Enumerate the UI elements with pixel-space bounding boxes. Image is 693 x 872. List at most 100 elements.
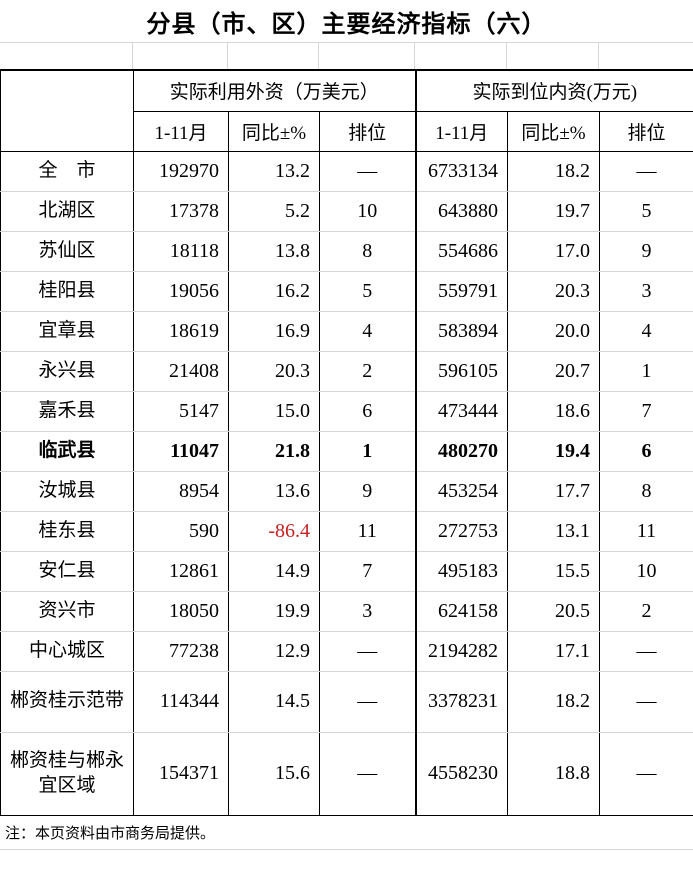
table-row: 嘉禾县 5147 15.0 6 473444 18.6 7 xyxy=(0,391,693,432)
cell-dom-rank: — xyxy=(598,671,693,733)
spacer-cell xyxy=(228,43,319,69)
cell-dom-yoy: 19.4 xyxy=(507,431,600,472)
cell-dom-yoy: 17.1 xyxy=(507,631,600,672)
cell-fdi-value: 5147 xyxy=(133,391,229,432)
subheader-fdi-period: 1-11月 xyxy=(133,111,229,152)
cell-region-name: 资兴市 xyxy=(0,591,134,632)
cell-fdi-yoy: 15.0 xyxy=(228,391,320,432)
cell-dom-rank: 3 xyxy=(598,271,693,312)
cell-fdi-yoy: -86.4 xyxy=(228,511,320,552)
cell-fdi-value: 18050 xyxy=(133,591,229,632)
cell-fdi-value: 19056 xyxy=(133,271,229,312)
cell-fdi-yoy: 16.9 xyxy=(228,311,320,352)
cell-dom-value: 4558230 xyxy=(414,732,508,815)
cell-dom-yoy: 17.7 xyxy=(507,471,600,512)
col-group-domestic-capital: 实际到位内资(万元) xyxy=(414,70,693,112)
cell-dom-yoy: 17.0 xyxy=(507,231,600,272)
spacer-cell xyxy=(415,43,507,69)
cell-fdi-value: 8954 xyxy=(133,471,229,512)
cell-fdi-value: 154371 xyxy=(133,732,229,815)
cell-dom-rank: 2 xyxy=(598,591,693,632)
cell-region-name: 苏仙区 xyxy=(0,231,134,272)
cell-fdi-rank: 5 xyxy=(319,271,416,312)
cell-dom-rank: 1 xyxy=(598,351,693,392)
cell-dom-yoy: 20.0 xyxy=(507,311,600,352)
cell-fdi-yoy: 12.9 xyxy=(228,631,320,672)
cell-fdi-rank: 6 xyxy=(319,391,416,432)
table-row: 汝城县 8954 13.6 9 453254 17.7 8 xyxy=(0,471,693,512)
cell-fdi-value: 12861 xyxy=(133,551,229,592)
spacer-row xyxy=(0,43,693,69)
cell-region-name: 嘉禾县 xyxy=(0,391,134,432)
cell-dom-value: 480270 xyxy=(414,431,508,472)
cell-fdi-rank: 9 xyxy=(319,471,416,512)
cell-fdi-rank: 2 xyxy=(319,351,416,392)
col-group-foreign-capital: 实际利用外资（万美元） xyxy=(133,70,416,112)
table-row: 临武县 11047 21.8 1 480270 19.4 6 xyxy=(0,431,693,472)
subheader-fdi-yoy: 同比±% xyxy=(228,111,320,152)
cell-fdi-rank: 11 xyxy=(319,511,416,552)
cell-region-name: 永兴县 xyxy=(0,351,134,392)
cell-dom-rank: — xyxy=(598,151,693,192)
cell-region-name: 临武县 xyxy=(0,431,134,472)
cell-fdi-rank: 3 xyxy=(319,591,416,632)
cell-dom-value: 643880 xyxy=(414,191,508,232)
cell-dom-value: 559791 xyxy=(414,271,508,312)
table-row: 北湖区 17378 5.2 10 643880 19.7 5 xyxy=(0,191,693,232)
cell-fdi-yoy: 19.9 xyxy=(228,591,320,632)
subheader-fdi-rank: 排位 xyxy=(319,111,416,152)
cell-fdi-value: 11047 xyxy=(133,431,229,472)
table-row: 苏仙区 18118 13.8 8 554686 17.0 9 xyxy=(0,231,693,272)
table-row: 宜章县 18619 16.9 4 583894 20.0 4 xyxy=(0,311,693,352)
table-row: 全 市 192970 13.2 — 6733134 18.2 — xyxy=(0,151,693,192)
table-row: 资兴市 18050 19.9 3 624158 20.5 2 xyxy=(0,591,693,632)
cell-dom-rank: 6 xyxy=(598,431,693,472)
section-header-row: 实际利用外资（万美元） 实际到位内资(万元) xyxy=(0,70,693,152)
cell-fdi-value: 17378 xyxy=(133,191,229,232)
cell-fdi-yoy: 16.2 xyxy=(228,271,320,312)
cell-fdi-value: 18118 xyxy=(133,231,229,272)
spacer-cell xyxy=(133,43,228,69)
cell-dom-rank: 8 xyxy=(598,471,693,512)
table-row: 郴资桂示范带 114344 14.5 — 3378231 18.2 — xyxy=(0,671,693,733)
cell-dom-value: 6733134 xyxy=(414,151,508,192)
cell-dom-yoy: 20.5 xyxy=(507,591,600,632)
spacer-cell xyxy=(599,43,693,69)
cell-dom-value: 3378231 xyxy=(414,671,508,733)
cell-dom-yoy: 15.5 xyxy=(507,551,600,592)
spacer-cell xyxy=(507,43,599,69)
cell-fdi-yoy: 13.8 xyxy=(228,231,320,272)
cell-dom-rank: — xyxy=(598,732,693,815)
cell-region-name: 郴资桂与郴永宜区域 xyxy=(9,749,124,796)
cell-dom-value: 495183 xyxy=(414,551,508,592)
cell-dom-yoy: 19.7 xyxy=(507,191,600,232)
cell-fdi-yoy: 21.8 xyxy=(228,431,320,472)
cell-fdi-rank: — xyxy=(319,151,416,192)
subheader-dom-period: 1-11月 xyxy=(414,111,508,152)
sub-header-row: 1-11月 同比±% 排位 1-11月 同比±% 排位 xyxy=(1,111,693,152)
cell-fdi-rank: 1 xyxy=(319,431,416,472)
cell-dom-yoy: 18.6 xyxy=(507,391,600,432)
subheader-dom-yoy: 同比±% xyxy=(507,111,600,152)
cell-dom-value: 473444 xyxy=(414,391,508,432)
cell-fdi-rank: 4 xyxy=(319,311,416,352)
cell-region-name: 郴资桂示范带 xyxy=(0,671,134,733)
cell-region-name: 汝城县 xyxy=(0,471,134,512)
footnote: 注：本页资料由市商务局提供。 xyxy=(0,816,693,850)
cell-fdi-value: 590 xyxy=(133,511,229,552)
spacer-cell xyxy=(0,43,133,69)
cell-fdi-rank: — xyxy=(319,732,416,815)
cell-dom-value: 453254 xyxy=(414,471,508,512)
cell-dom-yoy: 18.2 xyxy=(507,151,600,192)
cell-fdi-value: 114344 xyxy=(133,671,229,733)
table-row: 永兴县 21408 20.3 2 596105 20.7 1 xyxy=(0,351,693,392)
cell-dom-value: 272753 xyxy=(414,511,508,552)
cell-dom-rank: 10 xyxy=(598,551,693,592)
table-row: 中心城区 77238 12.9 — 2194282 17.1 — xyxy=(0,631,693,672)
cell-dom-rank: 9 xyxy=(598,231,693,272)
cell-fdi-value: 77238 xyxy=(133,631,229,672)
cell-fdi-value: 21408 xyxy=(133,351,229,392)
corner-cell xyxy=(0,70,134,152)
cell-dom-value: 596105 xyxy=(414,351,508,392)
cell-dom-yoy: 18.8 xyxy=(507,732,600,815)
